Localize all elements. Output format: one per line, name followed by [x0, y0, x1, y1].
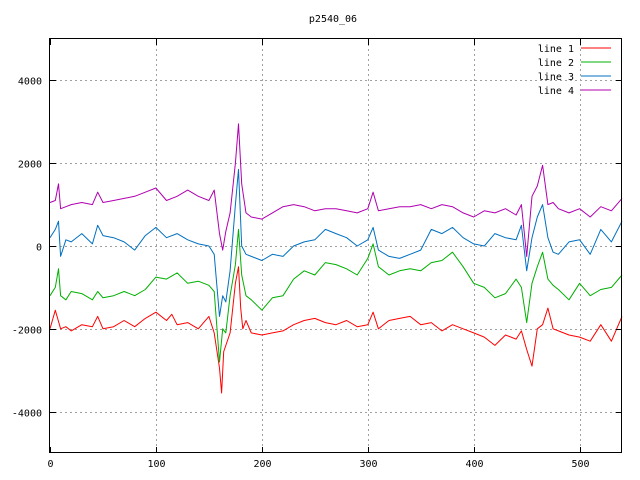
series-line-1 — [49, 266, 623, 394]
x-tick-label: 100 — [147, 459, 165, 470]
legend: line 1 line 2 line 3 line 4 — [538, 44, 611, 97]
plot-frame — [49, 38, 622, 453]
series-line-4 — [49, 123, 623, 257]
legend-label: line 1 — [538, 44, 574, 55]
legend-label: line 2 — [538, 58, 574, 69]
axis-ticks: 0 100 200 300 400 500 -4000 -2000 0 2000 4000 — [12, 39, 622, 470]
x-tick-label: 300 — [359, 459, 377, 470]
y-tick-label: 2000 — [18, 160, 42, 171]
x-tick-label: 400 — [465, 459, 483, 470]
legend-label: line 4 — [538, 86, 574, 97]
x-tick-label: 200 — [253, 459, 271, 470]
y-tick-label: -4000 — [12, 409, 42, 420]
y-tick-label: -2000 — [12, 326, 42, 337]
series-line-3 — [49, 168, 623, 317]
grid — [50, 39, 622, 453]
x-tick-label: 0 — [47, 459, 53, 470]
y-tick-label: 0 — [36, 243, 42, 254]
x-tick-label: 500 — [571, 459, 589, 470]
chart-title: p2540_06 — [309, 14, 357, 25]
series-lines — [49, 123, 623, 394]
y-tick-label: 4000 — [18, 77, 42, 88]
series-line-2 — [49, 228, 623, 363]
legend-label: line 3 — [538, 72, 574, 83]
